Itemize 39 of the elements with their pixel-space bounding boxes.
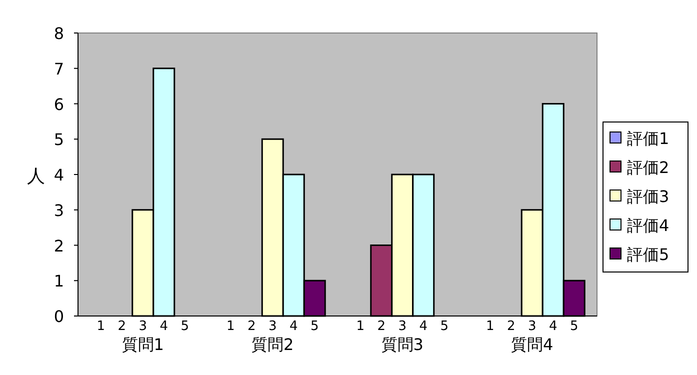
text: 4 (548, 319, 558, 334)
legend-label: 評価2 (627, 158, 670, 177)
y-tick-label: 3 (54, 200, 64, 220)
y-tick-label: 6 (54, 94, 64, 114)
text: 3 (528, 319, 536, 334)
x-tick-label: 質問4 (511, 335, 554, 354)
legend-label: 評価1 (627, 129, 670, 148)
text: 2 (118, 319, 126, 334)
text: 1 (356, 319, 365, 334)
text: 1 (486, 319, 494, 334)
y-tick-label: 1 (54, 272, 64, 291)
text: 4 (160, 319, 168, 334)
y-tick-label: 5 (54, 130, 64, 150)
text: 4 (289, 319, 298, 334)
text: 3 (138, 319, 148, 334)
y-tick-label: 4 (54, 166, 64, 184)
y-tick-label: 2 (54, 236, 64, 256)
text: 1 (226, 319, 235, 334)
text: 2 (247, 319, 256, 334)
x-tick-label: 質問1 (122, 335, 164, 354)
x-tick-label: 質問3 (381, 335, 424, 354)
text: 1 (96, 319, 106, 334)
text: 5 (310, 319, 319, 334)
x-tick-label: 質問2 (252, 335, 294, 354)
text: 2 (506, 319, 516, 334)
y-axis-title: 人 (27, 166, 45, 187)
text: 3 (398, 319, 407, 334)
text: 3 (268, 319, 277, 334)
legend-label: 評価3 (627, 187, 670, 206)
text: 2 (377, 319, 386, 334)
text: 5 (440, 319, 449, 334)
text: 5 (180, 319, 190, 334)
y-tick-label: 8 (54, 24, 64, 43)
text: 4 (419, 319, 428, 334)
legend-label: 評価4 (627, 216, 670, 235)
text: 5 (570, 319, 578, 334)
legend-label: 評価5 (627, 245, 670, 264)
y-tick-label: 0 (54, 307, 64, 326)
y-tick-label: 7 (54, 59, 64, 78)
